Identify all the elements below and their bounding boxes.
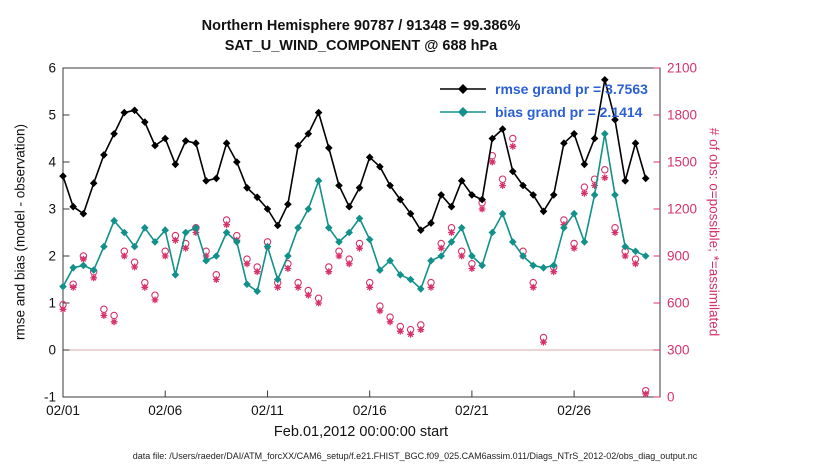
obs_possible-marker (601, 166, 609, 174)
y-left-tick-label: 1 (48, 296, 56, 311)
x-tick-label: 02/01 (46, 403, 80, 418)
axes-box (62, 67, 661, 398)
y-right-tick-label: 2100 (667, 61, 697, 76)
x-tick-label: 02/21 (455, 403, 489, 418)
y-right-tick-label: 1500 (667, 155, 697, 170)
y-right-tick-label: 0 (667, 390, 675, 405)
obs_possible-marker (100, 305, 108, 314)
legend-label-bias: bias grand pr = 2.1414 (495, 103, 643, 120)
y-left-tick-label: 5 (48, 108, 56, 123)
y-left-tick-label: 0 (48, 343, 56, 358)
y-left-tick-label: -1 (44, 390, 56, 405)
right-axis-label: # of obs: o=possible; *=assimilated (706, 127, 722, 337)
legend-entry-rmse: rmse grand pr = 3.7563 (438, 77, 648, 100)
y-left-tick-label: 2 (48, 249, 56, 264)
y-right-tick-label: 600 (667, 296, 690, 311)
bias-line (62, 133, 647, 293)
obs_possible-marker (110, 311, 118, 320)
y-right-tick-label: 900 (667, 249, 690, 264)
legend: rmse grand pr = 3.7563 bias grand pr = 2… (438, 77, 648, 123)
obs_possible-marker (498, 175, 507, 183)
chart-title: Northern Hemisphere 90787 / 91348 = 99.3… (201, 18, 521, 34)
y-right-tick-label: 1800 (667, 108, 697, 123)
rmse-legend-sample-line (440, 83, 486, 94)
obs_assimilated-markers (59, 142, 650, 398)
bias-legend-sample-line (440, 106, 486, 117)
x-tick-label: 02/11 (251, 403, 284, 418)
x-tick-label: 02/16 (353, 403, 387, 418)
rmse-line (62, 79, 647, 231)
obs_possible-marker (509, 134, 517, 143)
chart-subtitle: SAT_U_WIND_COMPONENT @ 688 hPa (224, 38, 498, 54)
x-tick-label: 02/26 (557, 403, 591, 418)
y-left-tick-label: 6 (48, 61, 56, 76)
legend-label-rmse: rmse grand pr = 3.7563 (495, 80, 648, 97)
y-left-tick-label: 4 (48, 155, 56, 170)
y-right-tick-label: 1200 (667, 202, 697, 217)
x-tick-label: 02/06 (148, 403, 182, 418)
left-axis-label: rmse and bias (model - observation) (12, 123, 28, 341)
obs_possible-marker (580, 183, 589, 191)
y-left-tick-label: 3 (48, 202, 56, 217)
data-file-caption: data file: /Users/raeder/DAI/ATM_forcXX/… (132, 451, 698, 461)
y-right-tick-label: 300 (667, 343, 690, 358)
x-axis-label: Feb.01,2012 00:00:00 start (273, 424, 449, 440)
legend-entry-bias: bias grand pr = 2.1414 (438, 100, 648, 123)
